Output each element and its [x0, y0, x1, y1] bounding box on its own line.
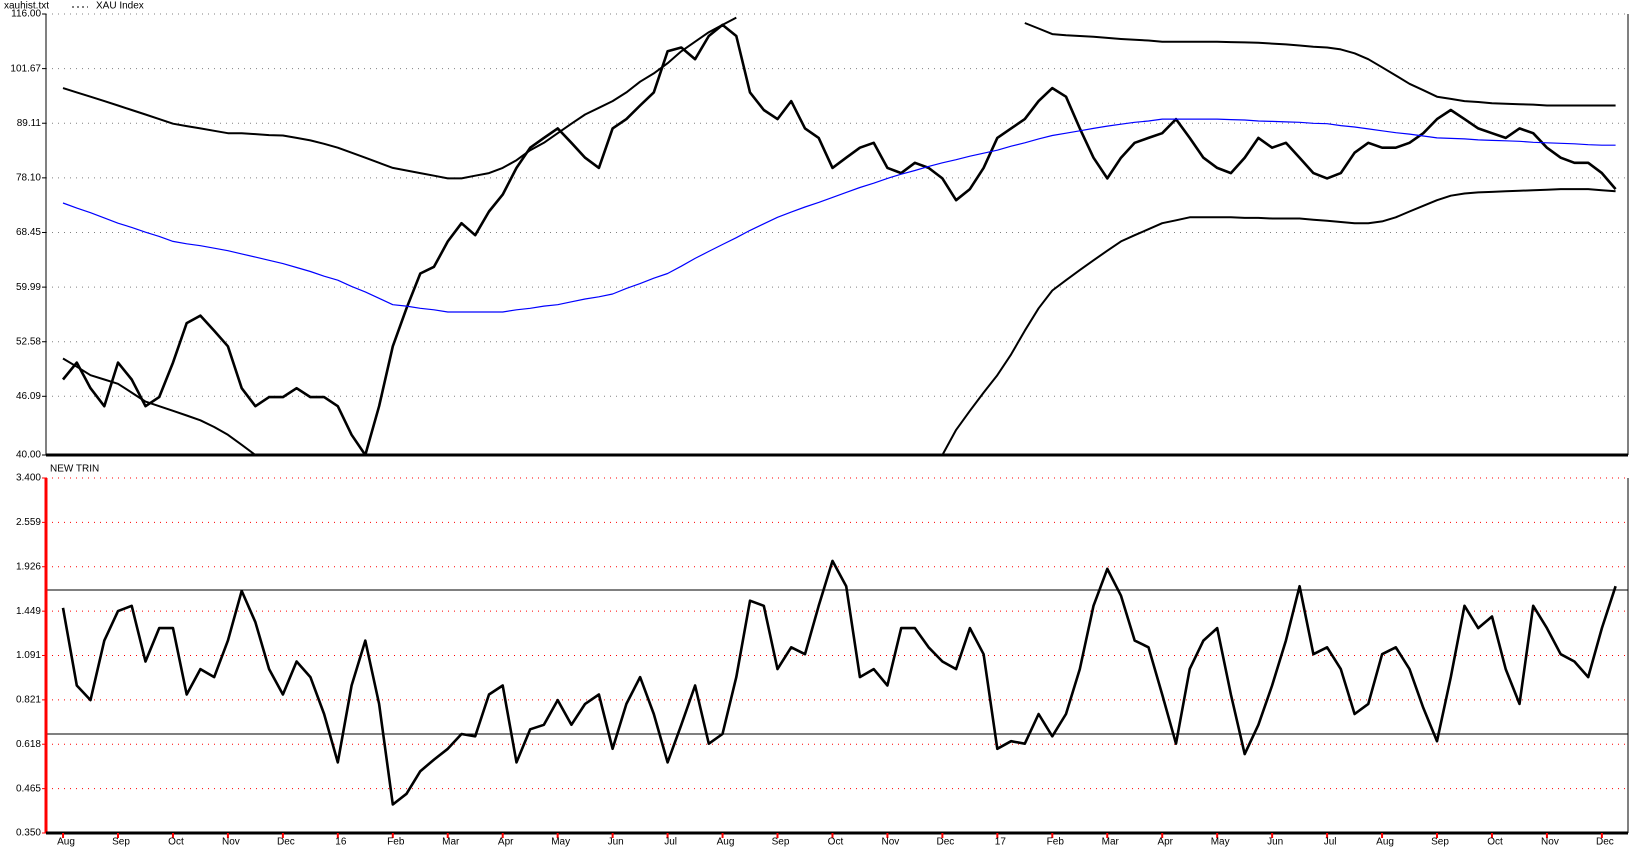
x-tick-label: Jun: [1267, 837, 1283, 847]
y-tick-label: 68.45: [16, 227, 41, 238]
y-tick-label: 0.350: [16, 828, 41, 839]
x-tick-label: Dec: [277, 837, 295, 847]
x-tick-label: 16: [335, 837, 347, 847]
plot-area: [61, 559, 1617, 806]
y-tick-label: 46.09: [16, 391, 41, 402]
panel-label: NEW TRIN: [50, 464, 99, 475]
x-tick-label: Oct: [1487, 837, 1503, 847]
series-line: [62, 16, 1616, 180]
x-tick-label: Sep: [772, 837, 790, 847]
series-line: [62, 118, 1616, 313]
x-tick-label: Jul: [1324, 837, 1337, 847]
x-tick-label: Aug: [57, 837, 75, 847]
x-tick-label: Sep: [1431, 837, 1449, 847]
y-tick-label: 2.559: [16, 517, 41, 528]
x-tick-label: Aug: [717, 837, 735, 847]
x-tick-label: Mar: [442, 837, 460, 847]
x-tick-label: Apr: [498, 837, 514, 847]
x-tick-label: 17: [995, 837, 1007, 847]
x-tick-label: Mar: [1102, 837, 1120, 847]
x-tick-label: Feb: [1047, 837, 1065, 847]
legend-label: XAU Index: [96, 1, 144, 12]
chart-title: xauhist.txt: [4, 1, 49, 12]
x-tick-label: Nov: [222, 837, 240, 847]
y-tick-label: 116.00: [11, 9, 41, 20]
x-tick-label: Sep: [112, 837, 130, 847]
x-tick-label: Apr: [1157, 837, 1173, 847]
x-tick-label: Aug: [1376, 837, 1394, 847]
x-tick-label: Nov: [1541, 837, 1559, 847]
y-tick-label: 101.67: [10, 63, 41, 74]
x-tick-label: Dec: [936, 837, 954, 847]
x-tick-label: Jun: [608, 837, 624, 847]
y-tick-label: 0.465: [16, 783, 41, 794]
x-tick-label: Dec: [1596, 837, 1614, 847]
y-tick-label: 40.00: [16, 450, 41, 461]
x-tick-label: Oct: [168, 837, 184, 847]
x-tick-label: Nov: [882, 837, 900, 847]
y-tick-label: 52.58: [16, 336, 41, 347]
series-line: [61, 559, 1617, 806]
y-tick-label: 0.821: [16, 695, 41, 706]
x-tick-label: Feb: [387, 837, 405, 847]
y-tick-label: 3.400: [16, 473, 41, 484]
y-tick-label: 0.618: [16, 739, 41, 750]
x-tick-label: May: [551, 837, 570, 847]
y-tick-label: 1.091: [16, 650, 41, 661]
x-tick-label: May: [1211, 837, 1230, 847]
y-tick-label: 59.99: [16, 282, 41, 293]
y-tick-label: 1.926: [16, 561, 41, 572]
x-tick-label: Jul: [664, 837, 677, 847]
x-tick-label: Oct: [828, 837, 844, 847]
y-tick-label: 89.11: [17, 118, 42, 129]
series-line: [61, 23, 1617, 455]
y-tick-label: 1.449: [16, 606, 41, 617]
plot-area: [61, 16, 1617, 455]
series-line: [62, 188, 1616, 455]
y-tick-label: 78.10: [16, 172, 41, 183]
